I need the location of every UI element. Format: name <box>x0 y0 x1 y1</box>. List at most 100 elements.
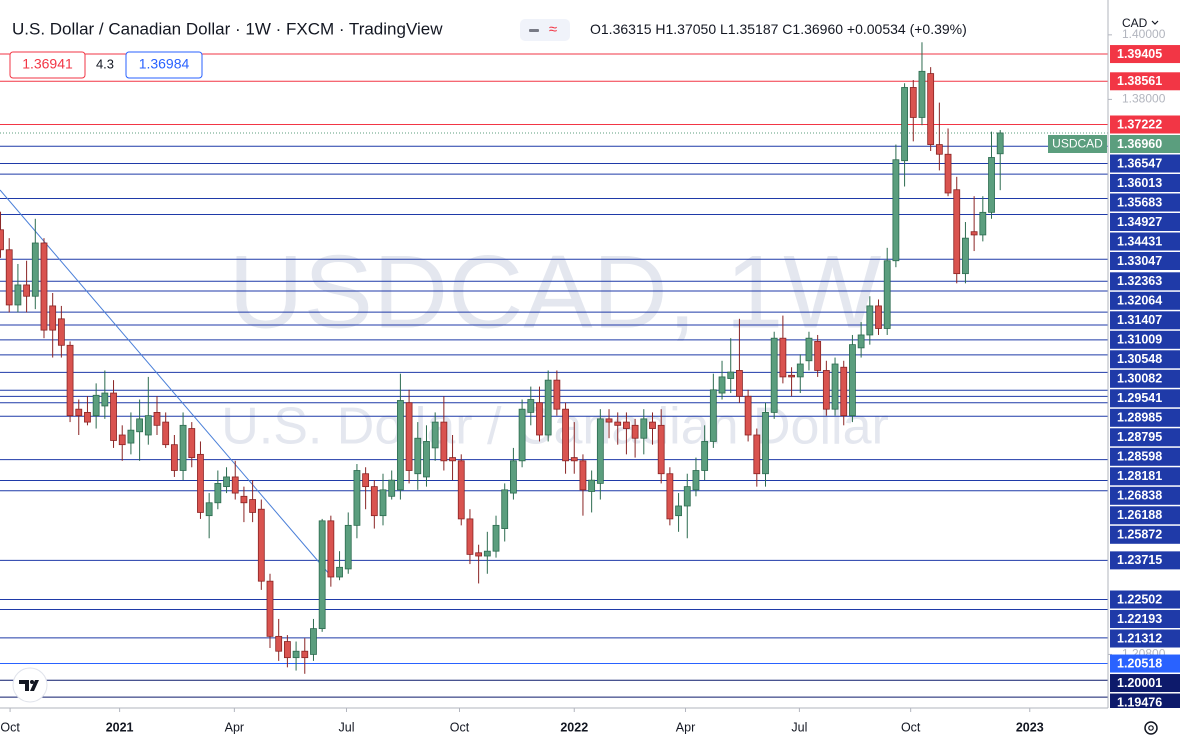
symbol-label-box <box>1048 134 1107 153</box>
candle-body <box>292 650 300 659</box>
level-label-box <box>1110 629 1180 648</box>
candle-body <box>23 284 31 297</box>
candle-body <box>362 473 370 488</box>
candle-body <box>857 334 865 349</box>
candle-body <box>562 408 569 462</box>
level-label-box <box>1110 291 1180 310</box>
candle-body <box>231 476 239 494</box>
level-label-box <box>1110 486 1180 505</box>
candle-body <box>249 499 257 513</box>
trend-line <box>0 189 331 576</box>
tv-logo[interactable] <box>12 667 48 703</box>
ohlc-high: H1.37050 <box>655 21 716 37</box>
candle-body <box>849 344 856 417</box>
candle-body <box>388 479 396 497</box>
price-axis-labels: 1.400001.380001.208001.394051.385611.372… <box>1048 27 1180 712</box>
level-label: 1.25872 <box>1117 528 1162 542</box>
level-label-box <box>1110 525 1180 544</box>
candle-body <box>266 580 274 637</box>
candle-body <box>501 489 509 529</box>
candle-body <box>962 237 969 275</box>
level-label-box <box>1110 389 1180 408</box>
candle-body <box>0 229 4 251</box>
candle-body <box>909 87 917 118</box>
x-tick-label: Oct <box>901 720 921 734</box>
candle-body <box>5 249 13 306</box>
level-label-box <box>1110 330 1180 349</box>
candle-body <box>510 460 517 494</box>
candle-body <box>475 552 483 557</box>
candle-body <box>762 412 769 475</box>
watermark: USDCAD, 1W U.S. Dollar / Canadian Dollar <box>221 234 889 455</box>
level-label: 1.28795 <box>1117 430 1162 444</box>
x-tick-label: Apr <box>225 720 244 734</box>
candle-body <box>892 159 900 262</box>
candle-body <box>405 402 413 471</box>
candle-body <box>84 412 91 423</box>
level-label: 1.23715 <box>1117 553 1162 567</box>
candle-body <box>457 460 465 520</box>
ohlc-close: C1.36960 <box>782 21 843 37</box>
candle-body <box>179 424 187 471</box>
candle-body <box>640 418 648 439</box>
candle-body <box>336 566 343 578</box>
candle-body <box>918 70 926 118</box>
level-label: 1.34431 <box>1117 234 1162 248</box>
candle-body <box>240 495 248 504</box>
level-label: 1.20001 <box>1117 676 1162 690</box>
candle-body <box>257 508 265 582</box>
indicator-toggles[interactable]: ≈ <box>520 19 570 41</box>
level-label: 1.26188 <box>1117 508 1162 522</box>
candle-body <box>831 363 839 410</box>
candle-body <box>127 429 135 444</box>
y-tick-label: 1.40000 <box>1122 27 1166 41</box>
level-label-box <box>1110 350 1180 369</box>
ohlc-change: +0.00534 (+0.39%) <box>847 21 967 37</box>
currency[interactable]: CAD <box>1122 16 1148 30</box>
title: U.S. Dollar / Canadian Dollar · 1W · FXC… <box>12 19 443 38</box>
candle-body <box>431 421 439 449</box>
candle-body <box>14 284 22 306</box>
candles <box>0 42 1004 674</box>
level-label: 1.36013 <box>1117 176 1162 190</box>
candle-body <box>49 305 57 331</box>
candle-body <box>796 363 804 378</box>
candle-body <box>770 337 778 413</box>
ask-box[interactable] <box>125 51 203 79</box>
level-label-box <box>1110 551 1180 570</box>
candle-body <box>901 87 908 162</box>
level-label-box <box>1110 272 1180 291</box>
candle-body <box>588 479 596 492</box>
x-tick-label: Jul <box>791 720 807 734</box>
candle-body <box>718 376 726 394</box>
settings-icon[interactable] <box>1144 721 1158 735</box>
x-tick-label: Apr <box>676 720 695 734</box>
candle-body <box>66 344 74 417</box>
level-label-box <box>1110 173 1180 192</box>
level-label-box <box>1110 45 1180 64</box>
candle-body <box>631 424 639 439</box>
candle-body <box>353 470 361 526</box>
candle-body <box>553 379 561 410</box>
level-label-box <box>1110 311 1180 330</box>
candle-body <box>866 305 874 336</box>
candle-body <box>953 189 961 275</box>
candle-body <box>970 231 978 236</box>
candle-body <box>544 379 552 436</box>
level-label-box <box>1110 232 1180 251</box>
ask: 1.36984 <box>139 56 190 72</box>
candle-body <box>31 242 39 297</box>
level-label-box <box>1110 251 1180 270</box>
level-label: 1.28985 <box>1117 411 1162 425</box>
candle-body <box>709 389 717 442</box>
bid: 1.36941 <box>22 56 73 72</box>
candle-body <box>449 457 456 462</box>
candle-body <box>814 341 822 371</box>
bid-box[interactable] <box>9 51 86 79</box>
level-label: 1.32363 <box>1117 274 1162 288</box>
ohlc-open: O1.36315 <box>590 21 652 37</box>
x-tick-label: 2023 <box>1016 720 1044 734</box>
level-label-box <box>1110 674 1180 693</box>
time-axis <box>0 708 1180 748</box>
candle-body <box>536 402 543 436</box>
